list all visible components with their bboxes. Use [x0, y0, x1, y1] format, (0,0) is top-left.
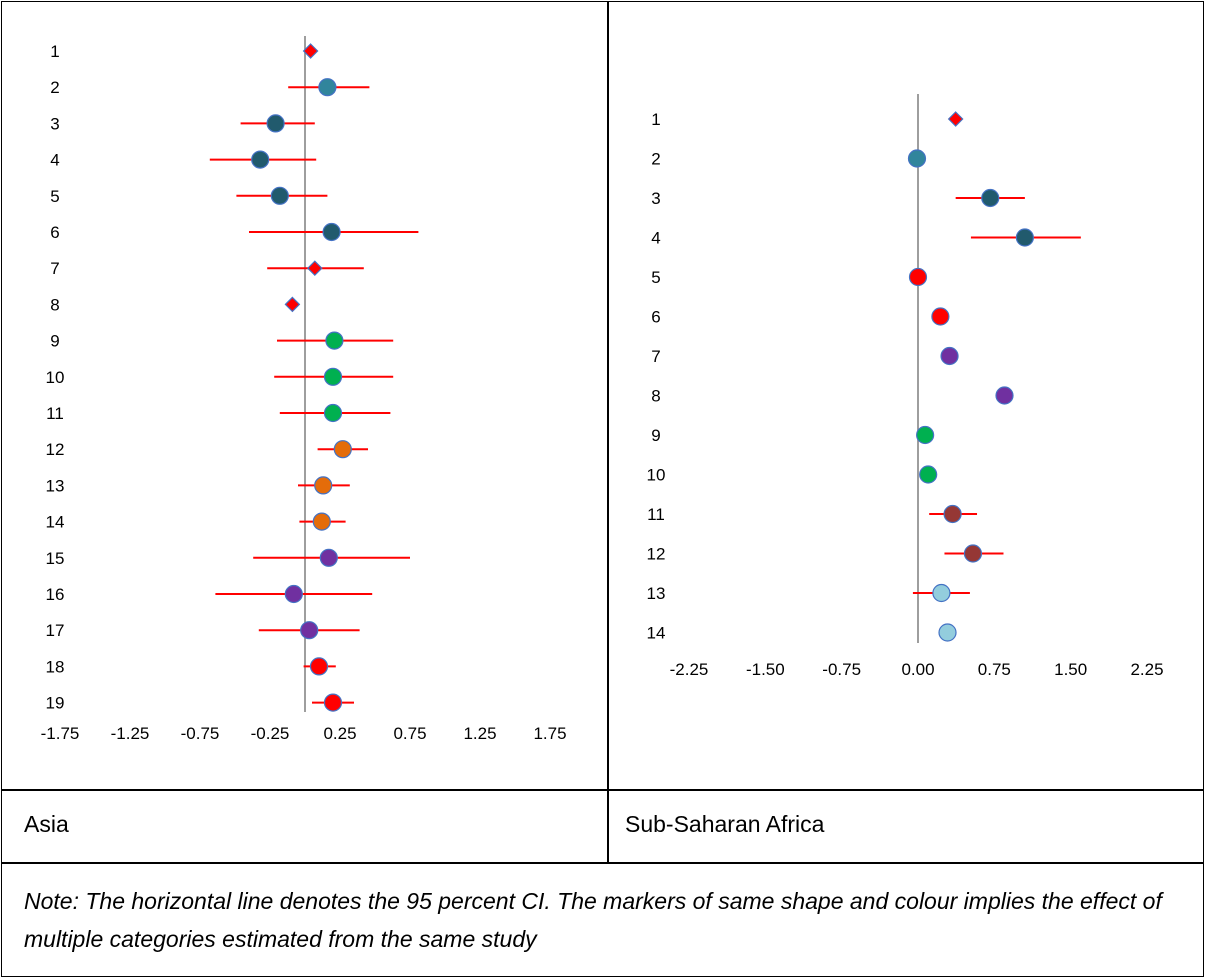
row-label: 6	[651, 308, 660, 327]
x-tick-label: -2.25	[670, 660, 709, 679]
point-estimate-marker	[995, 386, 1014, 405]
x-tick-label: 1.25	[463, 724, 496, 743]
row-label: 14	[647, 624, 666, 643]
point-estimate-diamond	[306, 260, 323, 277]
row-label: 18	[46, 657, 65, 676]
point-estimate-marker	[270, 186, 289, 205]
caption-sub-saharan-africa: Sub-Saharan Africa	[625, 811, 825, 837]
x-tick-label: 0.75	[978, 660, 1011, 679]
caption-asia: Asia	[24, 811, 69, 837]
point-estimate-marker	[323, 693, 343, 712]
x-tick-label: 0.75	[393, 724, 426, 743]
figure-note: Note: The horizontal line denotes the 95…	[24, 888, 1162, 952]
x-tick-label: -0.25	[251, 724, 290, 743]
point-estimate-marker	[312, 512, 331, 531]
point-estimate-marker	[932, 583, 951, 603]
row-label: 8	[50, 295, 59, 314]
row-label: 1	[50, 42, 59, 61]
point-estimate-marker	[323, 367, 343, 386]
row-label: 13	[46, 476, 65, 495]
panel-divider	[607, 1, 609, 863]
row-label: 2	[651, 150, 660, 169]
x-tick-label: 1.75	[533, 724, 566, 743]
point-estimate-marker	[319, 548, 338, 567]
row-label: 8	[651, 387, 660, 406]
row-label: 12	[647, 545, 666, 564]
caption-row-bottom-border	[1, 862, 1204, 864]
x-tick-label: 1.50	[1054, 660, 1087, 679]
point-estimate-marker	[300, 621, 319, 640]
x-tick-label: -1.50	[746, 660, 785, 679]
point-estimate-marker	[940, 346, 959, 366]
x-tick-label: -1.75	[41, 724, 80, 743]
row-label: 13	[647, 584, 666, 603]
point-estimate-marker	[907, 149, 927, 168]
point-estimate-marker	[938, 623, 957, 642]
row-label: 17	[46, 621, 65, 640]
point-estimate-marker	[931, 307, 950, 326]
point-estimate-marker	[908, 267, 928, 287]
row-label: 16	[46, 585, 65, 604]
point-estimate-marker	[919, 465, 938, 484]
point-estimate-marker	[284, 584, 303, 604]
row-label: 7	[50, 259, 59, 278]
row-label: 4	[651, 229, 660, 248]
point-estimate-diamond	[302, 43, 319, 59]
point-estimate-marker	[314, 476, 333, 495]
row-label: 9	[651, 426, 660, 445]
point-estimate-marker	[1015, 228, 1034, 247]
row-label: 3	[651, 189, 660, 208]
point-estimate-marker	[266, 114, 285, 133]
row-label: 10	[46, 368, 65, 387]
row-label: 2	[50, 78, 59, 97]
row-label: 11	[46, 404, 64, 423]
point-estimate-marker	[318, 78, 337, 97]
point-estimate-marker	[916, 425, 935, 445]
row-label: 5	[651, 268, 660, 287]
x-tick-label: -0.75	[181, 724, 220, 743]
row-label: 4	[50, 151, 59, 170]
point-estimate-marker	[943, 504, 962, 524]
row-label: 19	[46, 694, 65, 713]
row-label: 11	[647, 505, 665, 524]
row-label: 7	[651, 347, 660, 366]
caption-row-top-border	[1, 789, 1204, 791]
point-estimate-diamond	[284, 296, 301, 313]
x-tick-label: 0.00	[901, 660, 934, 679]
point-estimate-marker	[323, 403, 343, 423]
row-label: 6	[50, 223, 59, 242]
x-tick-label: -1.25	[111, 724, 150, 743]
x-tick-label: -0.75	[822, 660, 861, 679]
row-label: 3	[50, 114, 59, 133]
x-tick-label: 0.25	[323, 724, 356, 743]
point-estimate-marker	[325, 331, 344, 350]
row-label: 5	[50, 187, 59, 206]
row-label: 15	[46, 549, 65, 568]
row-label: 9	[50, 332, 59, 351]
row-label: 12	[46, 440, 65, 459]
row-label: 10	[647, 466, 666, 485]
point-estimate-marker	[251, 150, 270, 169]
point-estimate-marker	[963, 544, 983, 563]
row-label: 1	[651, 110, 660, 129]
x-tick-label: 2.25	[1130, 660, 1163, 679]
row-label: 14	[46, 513, 65, 532]
point-estimate-marker	[309, 657, 329, 676]
point-estimate-marker	[981, 188, 1000, 208]
point-estimate-marker	[333, 440, 352, 459]
point-estimate-diamond	[947, 111, 964, 127]
point-estimate-marker	[322, 222, 341, 242]
